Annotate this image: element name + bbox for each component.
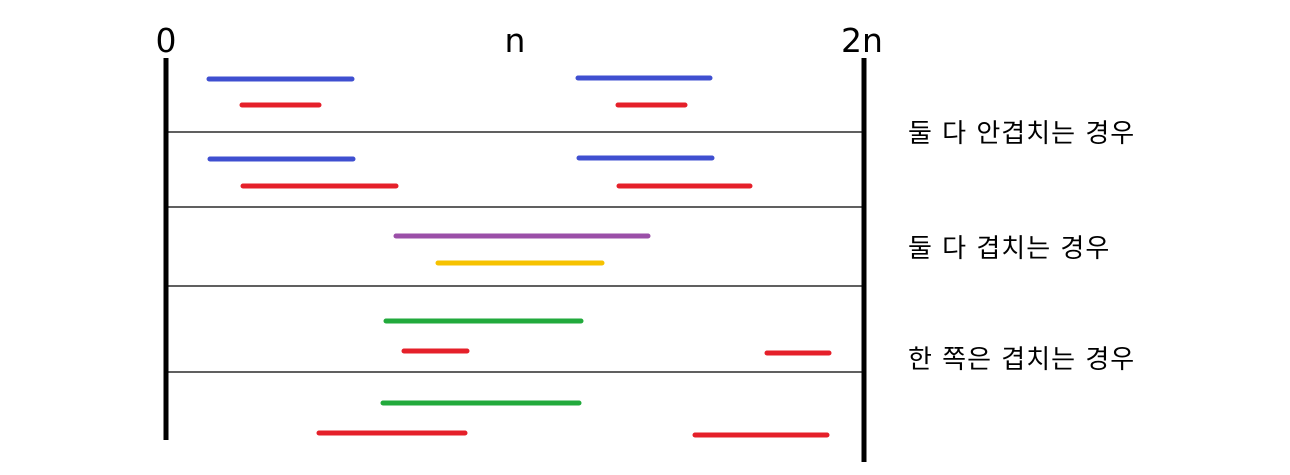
axis-label-zero: 0 <box>156 21 177 60</box>
axis-label-2n: 2n <box>841 21 883 60</box>
axis-label-n: n <box>505 21 526 60</box>
case-label-no-overlap: 둘 다 안겹치는 경우 <box>908 119 1135 149</box>
case-label-one-overlap: 한 쪽은 겹치는 경우 <box>908 345 1135 375</box>
case-label-both-overlap: 둘 다 겹치는 경우 <box>908 234 1110 264</box>
